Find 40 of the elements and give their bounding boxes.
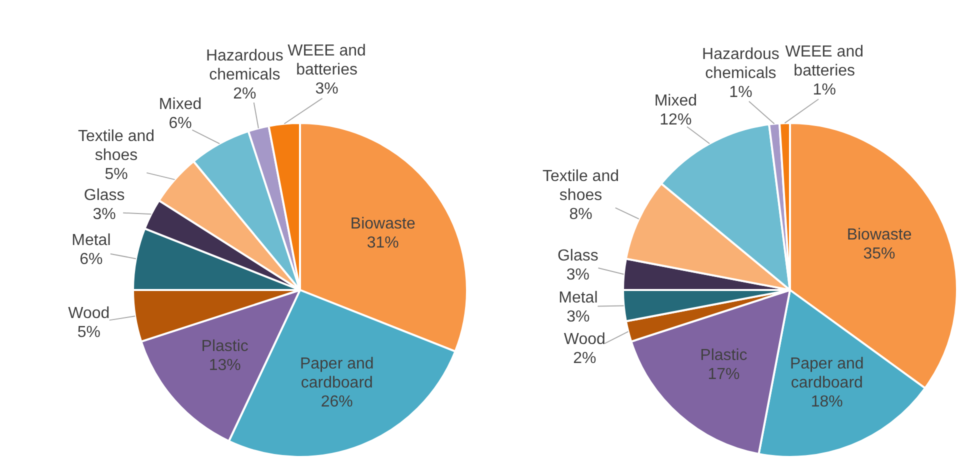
data-label: 3% xyxy=(92,206,116,224)
data-label: 12% xyxy=(660,112,692,129)
slice-label: Wood xyxy=(68,305,110,322)
slice-label: Plastic xyxy=(201,338,248,356)
data-label: 17% xyxy=(708,366,740,384)
data-label: 13% xyxy=(208,357,241,374)
data-label: 26% xyxy=(320,394,353,411)
data-label: 3% xyxy=(315,80,338,98)
slice-label: Hazardous chemicals xyxy=(206,47,284,84)
slice-label: Glass xyxy=(84,187,125,204)
data-label: 5% xyxy=(104,166,128,183)
data-label: 35% xyxy=(863,245,896,262)
data-label: 1% xyxy=(812,81,836,98)
slice-label: Mixed xyxy=(654,92,698,110)
slice-label: WEEE and batteries xyxy=(785,43,864,80)
data-label: 6% xyxy=(80,251,103,268)
slice-label: Biowaste xyxy=(350,216,416,233)
slice-label: Paper and cardboard xyxy=(790,356,864,392)
data-label: 2% xyxy=(573,350,596,367)
data-label: 6% xyxy=(168,115,192,132)
slice-label: Mixed xyxy=(158,96,202,114)
data-label: 31% xyxy=(366,234,399,252)
data-label: 3% xyxy=(566,266,590,284)
slice-label: Metal xyxy=(558,290,598,307)
slice-label: WEEE and batteries xyxy=(288,42,366,78)
data-label: 5% xyxy=(77,324,100,342)
slice-label: Biowaste xyxy=(846,226,912,244)
data-label: 3% xyxy=(566,308,590,326)
slice-label: Wood xyxy=(564,330,606,348)
slice-label: Metal xyxy=(72,232,111,250)
data-label: 2% xyxy=(233,85,256,102)
slice-label: Textile and shoes xyxy=(78,128,155,164)
slice-label: Paper and cardboard xyxy=(300,356,374,392)
slice-label: Glass xyxy=(557,248,598,265)
slice-label: Plastic xyxy=(700,347,748,364)
data-label: 1% xyxy=(729,84,752,101)
data-label: 8% xyxy=(569,206,592,224)
slice-label: Textile and shoes xyxy=(542,168,620,204)
slice-label: Hazardous chemicals xyxy=(702,46,780,82)
data-label: 18% xyxy=(810,394,843,411)
